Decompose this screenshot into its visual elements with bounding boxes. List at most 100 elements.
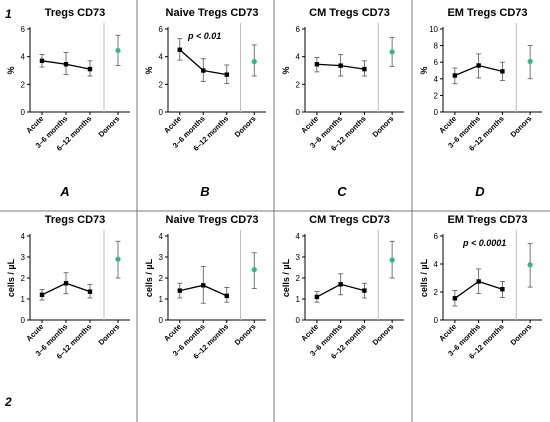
data-point (452, 73, 458, 78)
x-tick-label: Donors (371, 114, 396, 139)
y-tick-label: 2 (434, 91, 439, 100)
y-axis-label: % (6, 66, 16, 74)
x-tick-label: Acute (299, 322, 320, 343)
x-tick-label: Donors (509, 322, 534, 347)
y-tick-label: 2 (159, 274, 164, 283)
y-axis-label: cells / µL (419, 258, 429, 297)
x-tick-label: Donors (371, 322, 396, 347)
y-tick-label: 4 (296, 232, 301, 241)
y-tick-label: 0 (434, 108, 439, 117)
chart-title: CM Tregs CD73 (309, 7, 390, 19)
p-value-annotation: p < 0.0001 (462, 238, 506, 248)
y-tick-label: 10 (429, 25, 438, 34)
chart-title: EM Tregs CD73 (447, 214, 527, 226)
donor-point (389, 49, 395, 55)
y-tick-label: 2 (296, 80, 301, 89)
y-tick-label: 2 (21, 80, 26, 89)
chart-title: Tregs CD73 (45, 7, 106, 19)
y-tick-label: 6 (296, 25, 301, 34)
p-value-annotation: p < 0.01 (187, 31, 221, 41)
y-axis-label: cells / µL (6, 258, 16, 297)
y-axis-label: % (419, 66, 429, 74)
donor-point (115, 47, 121, 54)
y-tick-label: 4 (21, 232, 26, 241)
column-label: B (200, 184, 209, 199)
donor-point (527, 58, 533, 64)
x-tick-label: Donors (233, 322, 258, 347)
data-point (177, 47, 182, 52)
y-tick-label: 3 (296, 253, 301, 262)
donor-point (251, 58, 257, 65)
x-tick-label: Acute (162, 114, 183, 135)
x-tick-label: Donors (233, 114, 258, 139)
data-point (314, 62, 320, 67)
x-tick-label: Acute (24, 114, 45, 135)
y-tick-label: 2 (159, 80, 164, 89)
y-tick-label: 0 (159, 108, 164, 117)
y-tick-label: 6 (434, 232, 439, 241)
y-tick-label: 0 (296, 316, 301, 325)
y-tick-label: 1 (21, 295, 26, 304)
data-point (476, 279, 481, 284)
x-tick-label: Acute (437, 322, 458, 343)
y-tick-label: 0 (159, 316, 164, 325)
data-point (39, 58, 45, 64)
x-tick-label: Acute (162, 322, 183, 343)
row-label: 2 (4, 395, 12, 409)
chart-title: Naive Tregs CD73 (166, 214, 259, 226)
data-point (87, 66, 93, 72)
data-point (452, 296, 458, 301)
y-tick-label: 8 (434, 42, 439, 51)
data-point (500, 69, 505, 74)
row-label: 1 (5, 7, 12, 21)
y-tick-label: 6 (434, 58, 439, 67)
data-point (87, 289, 93, 294)
y-tick-label: 0 (21, 108, 26, 117)
chart-title: Tregs CD73 (45, 214, 106, 226)
x-tick-label: Acute (437, 114, 458, 135)
column-label: A (59, 184, 69, 199)
y-tick-label: 0 (21, 316, 26, 325)
y-tick-label: 0 (296, 108, 301, 117)
data-point (500, 287, 505, 292)
chart-title: Naive Tregs CD73 (166, 7, 259, 19)
y-tick-label: 6 (21, 25, 26, 34)
chart-title: EM Tregs CD73 (447, 7, 527, 19)
data-point (224, 72, 229, 77)
data-point (362, 66, 367, 72)
y-tick-label: 1 (296, 295, 301, 304)
data-point (177, 288, 182, 293)
y-tick-label: 0 (434, 316, 439, 325)
data-point (362, 288, 367, 293)
y-tick-label: 4 (159, 53, 164, 62)
y-tick-label: 3 (21, 253, 26, 262)
y-axis-label: cells / µL (281, 258, 291, 297)
data-point (63, 62, 69, 67)
donor-point (115, 256, 121, 262)
donor-point (251, 267, 257, 273)
data-point (476, 63, 481, 68)
y-tick-label: 6 (159, 25, 164, 34)
y-tick-label: 3 (159, 253, 164, 262)
y-tick-label: 2 (296, 274, 301, 283)
y-tick-label: 4 (296, 53, 301, 62)
x-tick-label: Donors (96, 114, 121, 139)
data-point (224, 293, 229, 299)
y-axis-label: % (281, 66, 291, 74)
y-tick-label: 2 (434, 288, 439, 297)
y-tick-label: 2 (21, 274, 26, 283)
donor-point (527, 262, 533, 268)
data-point (338, 282, 343, 287)
x-tick-label: Donors (96, 322, 121, 347)
y-tick-label: 1 (159, 295, 164, 304)
column-label: D (475, 184, 485, 199)
y-tick-label: 4 (434, 75, 439, 84)
x-tick-label: Acute (299, 114, 320, 135)
y-tick-label: 4 (21, 53, 26, 62)
data-point (201, 283, 206, 288)
data-point (63, 281, 69, 286)
column-label: C (337, 184, 347, 199)
data-point (39, 292, 45, 297)
y-axis-label: cells / µL (144, 258, 154, 297)
